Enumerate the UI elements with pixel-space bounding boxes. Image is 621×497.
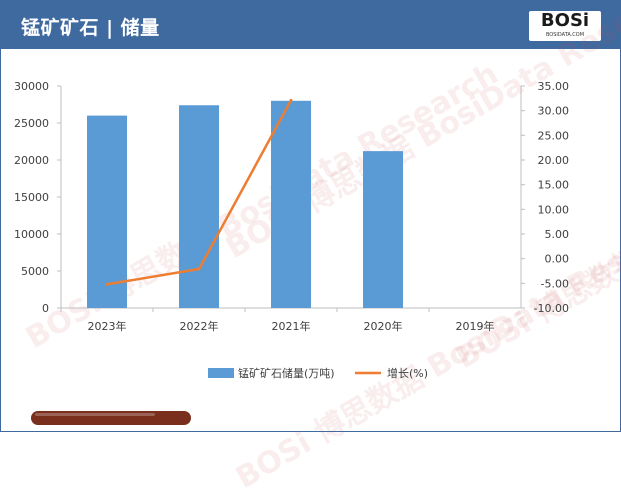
y-left-tick-label: 30000: [14, 80, 49, 93]
x-tick-label: 2021年: [272, 319, 311, 333]
y-right-tick-label: -5.00: [541, 277, 569, 290]
y-left-tick-label: 20000: [14, 154, 49, 167]
y-left-tick-label: 10000: [14, 228, 49, 241]
y-right-tick-label: 30.00: [538, 105, 570, 118]
y-right-tick-label: 25.00: [538, 129, 570, 142]
chart-title: 锰矿矿石 | 储量: [21, 17, 160, 39]
y-right-tick-label: 20.00: [538, 154, 570, 167]
bar: [363, 151, 403, 308]
growth-point: [289, 98, 293, 102]
bar: [271, 100, 311, 308]
y-right-tick-label: 15.00: [538, 179, 570, 192]
logo-subtext: BOSIDATA.COM: [545, 32, 585, 38]
x-tick-label: 2022年: [180, 319, 219, 333]
x-tick-label: 2019年: [456, 319, 495, 333]
y-left-tick-label: 25000: [14, 117, 49, 130]
x-tick-label: 2020年: [364, 319, 403, 333]
logo-text: BOSi: [540, 10, 590, 31]
y-right-tick-label: 10.00: [538, 203, 570, 216]
bar: [87, 115, 127, 308]
bar: [179, 105, 219, 308]
legend-bar-swatch: [208, 368, 234, 378]
y-left-tick-label: 5000: [21, 265, 49, 278]
y-right-tick-label: 35.00: [538, 80, 570, 93]
y-right-tick-label: 5.00: [545, 228, 570, 241]
y-left-tick-label: 15000: [14, 191, 49, 204]
footer-decoration: [31, 411, 191, 425]
y-right-tick-label: -10.00: [534, 302, 569, 315]
y-left-tick-label: 0: [42, 302, 49, 315]
brand-logo: BOSi BOSIDATA.COM: [529, 11, 601, 41]
chart-svg: 0 5000 10000 15000 20000 25000 30000 -10.00 -5.0…: [14, 80, 570, 380]
growth-point: [197, 267, 201, 271]
header-bar: 锰矿矿石 | 储量 BOSi BOSIDATA.COM: [1, 1, 621, 49]
x-tick-label: 2023年: [88, 319, 127, 333]
legend-bar-label: 锰矿矿石储量(万吨): [238, 366, 335, 380]
y-right-tick-label: 0.00: [545, 253, 570, 266]
legend-line-label: 增长(%): [387, 366, 428, 380]
growth-point: [105, 282, 109, 286]
